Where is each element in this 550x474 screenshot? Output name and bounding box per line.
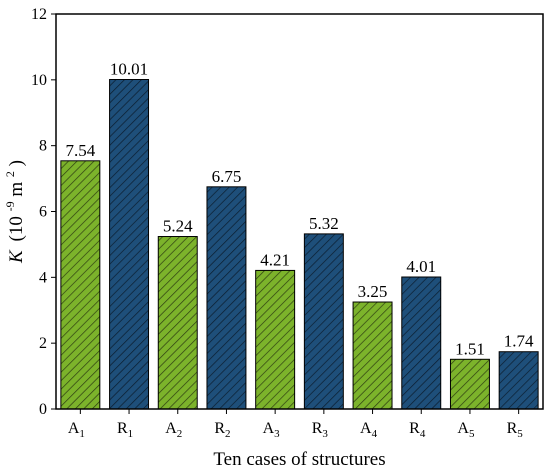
bar-A5 (449, 358, 490, 410)
data-labels-group: 7.54 10.01 5.24 6.75 4.21 5.32 3.25 4.01 1.51 1.7… (65, 60, 534, 359)
data-label-R1: 10.01 (110, 60, 148, 79)
x-tick-label-A4: A4 (360, 420, 378, 440)
y-axis-unit-power: 2 (3, 171, 17, 177)
x-tick-label-A5: A5 (457, 420, 475, 440)
y-tick-label-4: 4 (39, 269, 47, 286)
data-label-A3: 4.21 (260, 250, 290, 269)
y-axis-unit-exponent: -9 (3, 201, 17, 211)
bar-A2 (157, 236, 198, 410)
bar-A3 (255, 269, 296, 410)
x-tick-label-A3: A3 (263, 420, 281, 440)
data-label-R2: 6.75 (212, 167, 242, 186)
data-label-R4: 4.01 (406, 257, 436, 276)
y-axis-title: K (10 -9 m 2 ) (0, 160, 27, 264)
bar-R4 (401, 276, 442, 410)
data-label-A2: 5.24 (163, 217, 193, 236)
x-tick-label-R1: R1 (117, 420, 133, 440)
data-label-A1: 7.54 (65, 141, 95, 160)
bar-R2 (206, 186, 247, 410)
data-label-A4: 3.25 (358, 282, 388, 301)
data-label-A5: 1.51 (455, 339, 485, 358)
y-tick-label-2: 2 (39, 335, 47, 352)
x-tick-label-R2: R2 (214, 420, 230, 440)
y-axis-unit-mid: m (6, 182, 27, 197)
bar-R5 (498, 351, 539, 410)
y-tick-label-12: 12 (31, 6, 47, 23)
y-axis-unit-prefix: (10 (6, 216, 27, 241)
y-tick-label-8: 8 (39, 138, 47, 155)
data-label-R3: 5.32 (309, 214, 339, 233)
x-axis-title: Ten cases of structures (213, 449, 385, 470)
x-tick-label-R4: R4 (409, 420, 426, 440)
y-axis-unit-suffix: ) (6, 160, 27, 166)
x-tick-label-R3: R3 (312, 420, 329, 440)
bar-R3 (303, 233, 344, 410)
y-tick-label-0: 0 (39, 401, 47, 418)
bars-group (60, 79, 539, 410)
x-axis-ticks: A1 R1 A2 R2 A3 R3 A4 R4 A5 R5 (68, 409, 523, 440)
bar-R1 (109, 79, 150, 410)
y-tick-label-10: 10 (31, 72, 47, 89)
x-tick-label-R5: R5 (507, 420, 524, 440)
y-axis-symbol: K (6, 249, 27, 264)
y-axis-ticks: 0 2 4 6 8 10 12 (31, 6, 56, 418)
data-label-R5: 1.74 (504, 332, 534, 351)
x-tick-label-A1: A1 (68, 420, 85, 440)
bar-A4 (352, 301, 393, 410)
plot-frame (55, 13, 544, 410)
y-tick-label-6: 6 (39, 204, 47, 221)
bar-A1 (60, 160, 101, 410)
x-tick-label-A2: A2 (165, 420, 182, 440)
